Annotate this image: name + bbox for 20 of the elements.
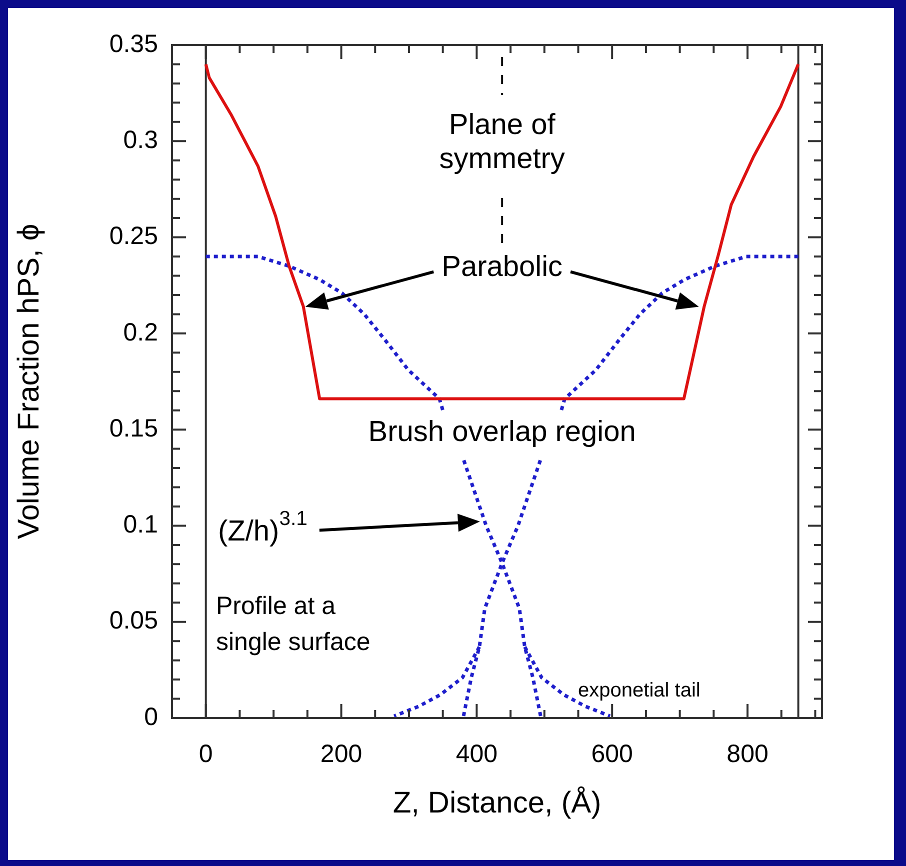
x-tick-label: 800 [726,740,768,768]
y-tick-label: 0.15 [109,414,158,442]
y-tick-label: 0.1 [123,510,158,539]
y-tick-label: 0 [144,702,158,731]
y-axis-title: Volume Fraction hPS, ϕ [12,224,46,540]
annotation: exponetial tail [578,679,700,702]
y-tick-label: 0.05 [109,606,158,635]
y-tick-label: 0.2 [123,318,158,346]
x-tick-label: 600 [591,740,633,768]
x-tick-label: 400 [456,740,498,768]
x-axis-title: Z, Distance, (Å) [392,785,602,820]
y-tick-label: 0.25 [109,222,158,250]
ref-line-label: Plane of symmetry [439,109,566,175]
annotation: Parabolic [442,250,563,283]
x-tick-label: 200 [320,740,362,768]
annotation: Profile at a single surface [216,592,370,656]
x-tick-label: 0 [198,740,213,768]
annotation: Brush overlap region [368,416,636,448]
y-tick-label: 0.35 [109,30,158,58]
y-tick-label: 0.3 [123,126,158,154]
